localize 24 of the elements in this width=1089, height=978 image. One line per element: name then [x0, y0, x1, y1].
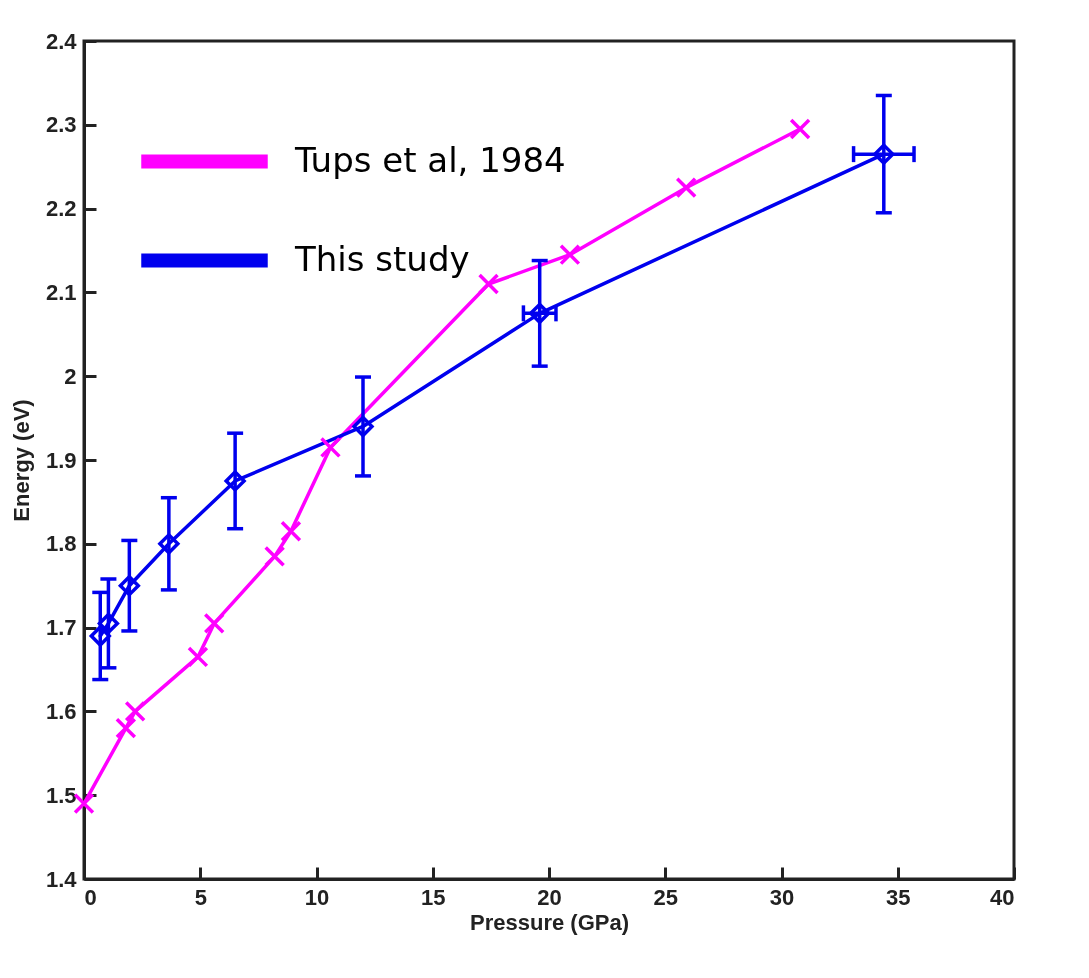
y-tick-label: 1.6 [45, 698, 77, 724]
x-tick-label: 15 [421, 884, 446, 910]
y-tick-label: 2.3 [45, 112, 77, 138]
x-axis-title: Pressure (GPa) [470, 909, 629, 935]
x-tick-label: 35 [886, 884, 911, 910]
x-tick-label: 20 [537, 884, 562, 910]
legend-label: Tups et al, 1984 [294, 139, 566, 180]
y-tick-label: 1.7 [45, 615, 77, 641]
y-axis-title: Energy (eV) [8, 399, 34, 522]
y-tick-label: 1.4 [45, 866, 78, 892]
x-tick-label: 0 [84, 884, 97, 910]
x-tick-label: 25 [653, 884, 678, 910]
x-tick-label: 5 [194, 884, 207, 910]
y-tick-label: 2.1 [45, 279, 77, 305]
legend-label: This study [294, 238, 470, 279]
y-tick-label: 2.2 [45, 196, 77, 222]
y-tick-label: 1.5 [45, 782, 77, 808]
y-tick-label: 2 [64, 363, 77, 389]
y-tick-label: 2.4 [45, 28, 78, 54]
x-tick-label: 30 [769, 884, 795, 910]
x-tick-label: 10 [304, 884, 330, 910]
y-tick-label: 1.9 [45, 447, 77, 473]
y-tick-label: 1.8 [45, 531, 77, 557]
x-tick-label: 40 [990, 884, 1015, 910]
